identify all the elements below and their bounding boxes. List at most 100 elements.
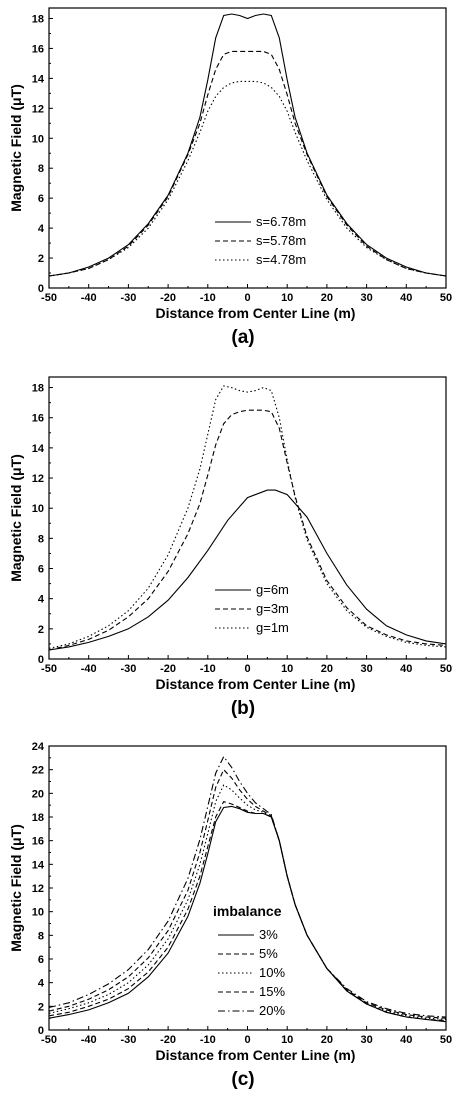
y-tick-label: 12 xyxy=(32,883,44,895)
x-tick-label: 0 xyxy=(244,292,250,304)
series-line-3 xyxy=(48,784,447,1020)
x-tick-label: -20 xyxy=(160,663,176,675)
x-tick-label: -30 xyxy=(120,1034,136,1046)
legend-label: g=6m xyxy=(256,582,289,597)
plot-frame xyxy=(48,376,447,660)
y-tick-label: 14 xyxy=(32,73,45,85)
x-tick-label: -50 xyxy=(41,663,57,675)
x-tick-label: 30 xyxy=(360,663,372,675)
y-tick-label: 0 xyxy=(38,654,44,666)
series-line-2 xyxy=(48,50,447,277)
y-axis-label: Magnetic Field (μT) xyxy=(8,454,24,582)
x-axis-label: Distance from Center Line (m) xyxy=(156,305,356,321)
legend-label: 3% xyxy=(259,927,278,942)
series-line-3 xyxy=(48,80,447,277)
x-tick-label: -50 xyxy=(41,1034,57,1046)
x-tick-label: 20 xyxy=(321,292,333,304)
legend-label: 15% xyxy=(259,984,285,999)
y-tick-label: 24 xyxy=(32,741,45,753)
y-tick-label: 14 xyxy=(32,443,45,455)
panel-caption: (c) xyxy=(231,1069,254,1090)
y-tick-label: 0 xyxy=(38,283,44,295)
y-tick-label: 2 xyxy=(38,1001,44,1013)
y-tick-label: 4 xyxy=(38,223,45,235)
y-axis-label: Magnetic Field (μT) xyxy=(8,824,24,952)
legend-label: 20% xyxy=(259,1003,285,1018)
legend-label: 5% xyxy=(259,946,278,961)
y-tick-label: 18 xyxy=(32,383,44,395)
y-tick-label: 14 xyxy=(32,859,45,871)
x-tick-label: -20 xyxy=(160,292,176,304)
y-tick-label: 10 xyxy=(32,503,44,515)
series-line-1 xyxy=(48,489,447,651)
y-tick-label: 2 xyxy=(38,253,44,265)
y-tick-label: 4 xyxy=(38,594,45,606)
y-axis-label: Magnetic Field (μT) xyxy=(8,84,24,212)
x-tick-label: 50 xyxy=(440,1034,452,1046)
y-tick-label: 20 xyxy=(32,788,44,800)
x-axis-label: Distance from Center Line (m) xyxy=(156,676,356,692)
chart-panel-a: -50 -40 -30 -20 -10 0 10 20 30 40 50 0 2 4 6 8 10 12 14 16 1… xyxy=(8,7,452,348)
legend-label: 10% xyxy=(259,965,285,980)
y-tick-label: 16 xyxy=(32,413,44,425)
series-line-2 xyxy=(48,800,447,1022)
y-tick-label: 16 xyxy=(32,43,44,55)
x-tick-label: -30 xyxy=(120,663,136,675)
x-tick-label: -10 xyxy=(200,663,216,675)
x-tick-label: 30 xyxy=(360,292,372,304)
x-tick-label: 10 xyxy=(281,663,293,675)
legend-label: s=5.78m xyxy=(256,233,306,248)
legend-label: s=4.78m xyxy=(256,252,306,267)
x-tick-label: -40 xyxy=(81,292,97,304)
y-tick-label: 18 xyxy=(32,13,44,25)
x-tick-label: 0 xyxy=(244,1034,250,1046)
x-tick-label: -50 xyxy=(41,292,57,304)
x-tick-label: 50 xyxy=(440,292,452,304)
x-axis-label: Distance from Center Line (m) xyxy=(156,1047,356,1063)
y-tick-label: 10 xyxy=(32,133,44,145)
x-tick-label: 50 xyxy=(440,663,452,675)
x-tick-label: 20 xyxy=(321,1034,333,1046)
y-tick-label: 16 xyxy=(32,836,44,848)
panel-caption: (b) xyxy=(231,698,255,719)
y-tick-label: 4 xyxy=(38,978,45,990)
legend-label: g=3m xyxy=(256,601,289,616)
x-tick-label: -10 xyxy=(200,1034,216,1046)
series-line-1 xyxy=(48,13,447,277)
chart-panel-b: -50 -40 -30 -20 -10 0 10 20 30 40 50 0 2 4 6 8 10 12 14 16 1… xyxy=(8,376,452,719)
y-tick-label: 8 xyxy=(38,163,44,175)
x-tick-label: 30 xyxy=(360,1034,372,1046)
x-tick-label: 10 xyxy=(281,1034,293,1046)
series-line-4 xyxy=(48,768,447,1019)
legend-label: s=6.78m xyxy=(256,214,306,229)
panel-caption: (a) xyxy=(231,327,254,348)
plot-frame xyxy=(48,7,447,289)
x-tick-label: 40 xyxy=(400,1034,412,1046)
legend-label: g=1m xyxy=(256,620,289,635)
y-tick-label: 8 xyxy=(38,930,44,942)
x-tick-label: 0 xyxy=(244,663,250,675)
y-tick-label: 0 xyxy=(38,1025,44,1037)
y-tick-label: 10 xyxy=(32,907,44,919)
y-tick-label: 22 xyxy=(32,765,44,777)
y-tick-label: 8 xyxy=(38,533,44,545)
x-tick-label: -40 xyxy=(81,1034,97,1046)
y-tick-label: 12 xyxy=(32,473,44,485)
y-tick-label: 18 xyxy=(32,812,44,824)
y-tick-label: 6 xyxy=(38,564,44,576)
y-tick-label: 6 xyxy=(38,954,44,966)
x-tick-label: -10 xyxy=(200,292,216,304)
chart-panel-c: -50 -40 -30 -20 -10 0 10 20 30 40 5002468101214161… xyxy=(8,741,452,1090)
x-tick-label: 40 xyxy=(400,663,412,675)
series-line-2 xyxy=(48,409,447,651)
legend-title: imbalance xyxy=(213,903,282,919)
y-tick-label: 6 xyxy=(38,193,44,205)
plot-frame xyxy=(48,745,447,1031)
x-tick-label: -20 xyxy=(160,1034,176,1046)
x-tick-label: 10 xyxy=(281,292,293,304)
x-tick-label: 40 xyxy=(400,292,412,304)
series-line-3 xyxy=(48,385,447,649)
x-tick-label: -40 xyxy=(81,663,97,675)
series-line-5 xyxy=(48,755,447,1018)
